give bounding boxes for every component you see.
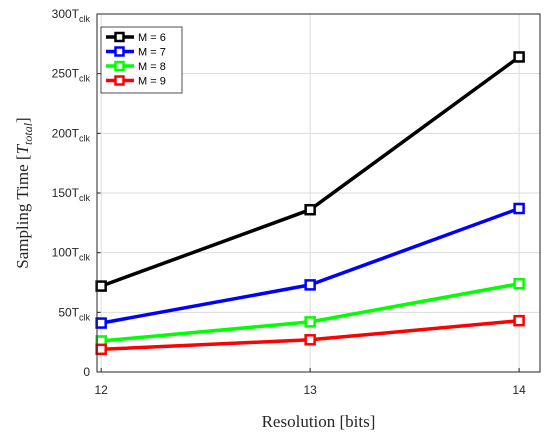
y-axis-label-subscript: total [21, 122, 35, 145]
data-point [304, 279, 316, 291]
legend-marker [114, 60, 125, 72]
y-tick-label: 0 [83, 365, 90, 379]
data-point [95, 343, 107, 356]
legend-marker [114, 46, 125, 57]
y-tick-label: 200Tclk [52, 126, 91, 143]
y-tick-label: 100Tclk [52, 246, 91, 263]
x-axis-label: Resolution [bits] [262, 412, 376, 431]
data-point [513, 314, 525, 327]
y-tick-label: 50Tclk [58, 305, 90, 322]
grid-lines [97, 13, 540, 373]
legend-entry-3: M = 8 [138, 61, 166, 73]
data-point [304, 203, 316, 216]
legend-entry-4: M = 9 [138, 76, 166, 88]
data-point [95, 280, 107, 292]
x-tick-label: 14 [512, 383, 526, 397]
y-tick-label: 150Tclk [52, 186, 91, 203]
data-point [513, 51, 525, 63]
x-tick-label: 13 [303, 383, 317, 397]
data-point [513, 277, 525, 290]
legend-entry-2: M = 7 [138, 47, 166, 59]
y-axis-label-variable: T [13, 143, 32, 154]
legend-entry-1: M = 6 [138, 32, 166, 44]
y-tick-label: 300Tclk [52, 7, 91, 24]
y-tick-labels: 0 50Tclk 100Tclk 150Tclk 200Tclk 250Tclk 300Tc… [52, 7, 91, 379]
data-point [304, 334, 316, 346]
plot-frame [96, 13, 541, 373]
data-point [304, 316, 316, 328]
y-axis-label-main: Sampling Time [ [13, 154, 32, 269]
data-point [95, 317, 107, 329]
legend-marker [114, 31, 125, 43]
series-lines [95, 51, 525, 356]
x-tick-label: 12 [94, 383, 108, 397]
legend: M = 6 M = 7 M = 8 M = 9 [100, 26, 183, 94]
x-tick-labels: 12 13 14 [94, 383, 526, 397]
y-axis-label: Sampling Time [Ttotal] [13, 117, 35, 268]
legend-marker [114, 75, 125, 86]
y-axis-label-close: ] [13, 117, 32, 123]
data-point [513, 202, 525, 215]
y-tick-label: 250Tclk [52, 67, 91, 84]
